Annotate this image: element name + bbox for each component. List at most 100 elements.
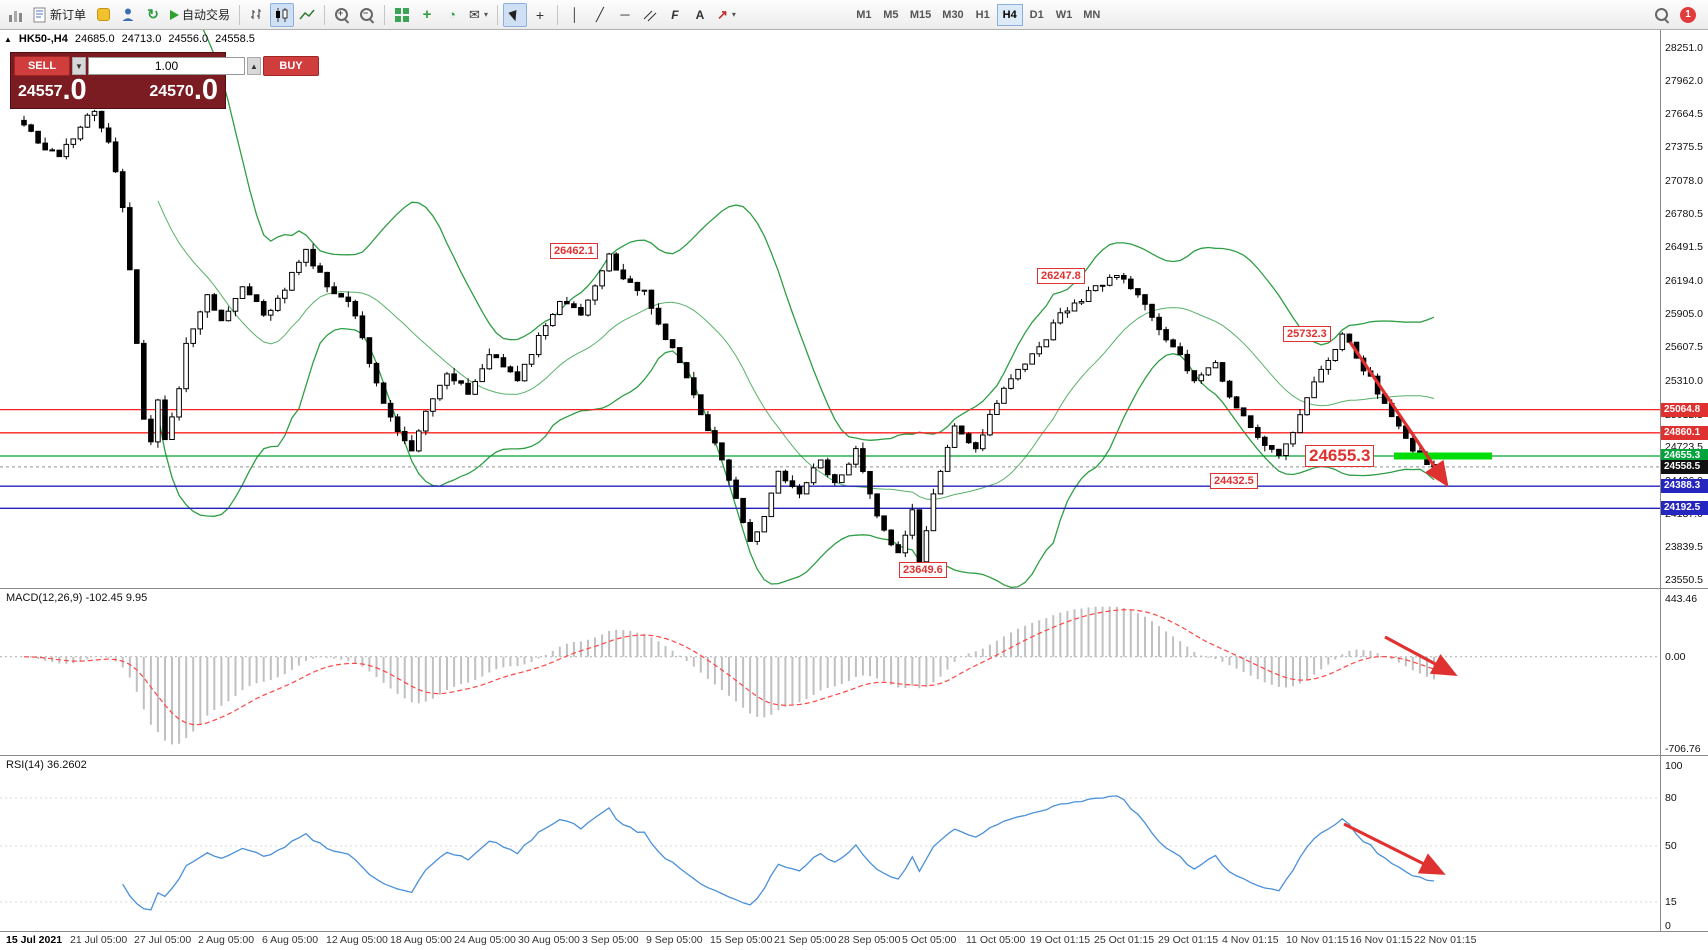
time-axis-label: 22 Nov 01:15 — [1414, 934, 1477, 946]
tf-w1[interactable]: W1 — [1055, 8, 1073, 21]
fibonacci-icon[interactable]: F — [671, 7, 679, 22]
tf-h1[interactable]: H1 — [975, 8, 990, 21]
symbol-period-label: HK50-,H4 — [18, 33, 68, 45]
macd-histogram — [30, 606, 1435, 745]
price-axis-tick: 25310.0 — [1665, 375, 1703, 387]
price-axis-tick: 26780.5 — [1665, 208, 1703, 220]
time-axis-label: 11 Oct 05:00 — [966, 934, 1026, 946]
notification-badge[interactable]: 1 — [1680, 6, 1696, 23]
horizontal-line-icon[interactable]: ─ — [620, 7, 630, 22]
time-axis[interactable]: 15 Jul 2021 21 Jul 05:00 27 Jul 05:00 2 Aug… — [0, 932, 1708, 950]
rsi-axis-tick: 0 — [1665, 920, 1671, 932]
clock-icon[interactable]: ◔ — [448, 7, 456, 22]
chevron-down-icon: ▾ — [483, 10, 488, 19]
indicators-icon[interactable]: + — [422, 6, 432, 23]
time-axis-label: 28 Sep 05:00 — [838, 934, 901, 946]
ohlc-low: 24556.0 — [168, 33, 209, 45]
tile-windows-icon[interactable] — [390, 3, 414, 27]
price-annotation-label: 26462.1 — [550, 243, 598, 259]
trendline-icon[interactable]: ╱ — [596, 6, 604, 22]
rsi-axis-tick: 15 — [1665, 896, 1677, 908]
buy-price-int: 24570 — [149, 83, 194, 100]
sell-button[interactable]: SELL — [14, 56, 70, 76]
volume-input[interactable] — [88, 57, 245, 75]
autotrade-label: 自动交易 — [182, 8, 231, 22]
macd-panel[interactable]: MACD(12,26,9) -102.45 9.95 — [0, 589, 1660, 756]
refresh-icon[interactable]: ↻ — [141, 3, 165, 27]
text-tool-icon[interactable]: A — [695, 7, 705, 22]
macd-axis: 443.46 0.00 -706.76 — [1660, 589, 1708, 756]
chevron-down-icon: ▾ — [731, 10, 736, 19]
volume-increase-button[interactable]: ▲ — [247, 57, 261, 75]
buy-button[interactable]: BUY — [263, 56, 319, 76]
time-axis-label: 24 Aug 05:00 — [454, 934, 516, 946]
time-axis-label: 9 Sep 05:00 — [646, 934, 703, 946]
tf-h4[interactable]: H4 — [996, 3, 1023, 26]
buy-price-dec: .0 — [193, 74, 218, 106]
search-icon[interactable] — [1650, 3, 1674, 27]
price-annotation-label: 26247.8 — [1037, 268, 1085, 284]
sell-price-dec: .0 — [62, 74, 87, 106]
mail-icon[interactable]: ✉ ▾ — [469, 6, 488, 22]
timeframe-group: M1 M5 M15 M30 H1 H4 D1 W1 MN — [851, 3, 1105, 26]
time-axis-label: 15 Jul 2021 — [6, 934, 63, 946]
time-axis-label: 5 Oct 05:00 — [902, 934, 957, 946]
price-axis-tick: 27962.0 — [1665, 75, 1703, 87]
collapse-triangle-icon[interactable]: ▲ — [4, 34, 12, 44]
ohlc-high: 24713.0 — [121, 33, 162, 45]
bar-chart-icon[interactable] — [245, 3, 269, 27]
vertical-line-icon[interactable]: │ — [570, 7, 580, 22]
tf-m15[interactable]: M15 — [909, 8, 932, 21]
rsi-axis: 100 80 50 15 0 — [1660, 756, 1708, 932]
toolbar-separator — [324, 4, 326, 25]
time-axis-label: 21 Jul 05:00 — [70, 934, 128, 946]
arrow-tool-icon[interactable]: ↗ ▾ — [716, 6, 736, 22]
volume-decrease-button[interactable]: ▼ — [72, 57, 86, 75]
price-axis-tick: 27375.5 — [1665, 141, 1703, 153]
tf-d1[interactable]: D1 — [1029, 8, 1044, 21]
rsi-line — [122, 795, 1435, 911]
zoom-in-icon[interactable]: + — [330, 3, 354, 27]
toolbar-separator — [384, 4, 386, 25]
price-chart-canvas — [0, 30, 1660, 588]
time-axis-label: 25 Oct 01:15 — [1094, 934, 1155, 946]
new-order-button[interactable]: 新订单 — [29, 3, 90, 27]
time-axis-label: 29 Oct 01:15 — [1158, 934, 1219, 946]
deposit-icon[interactable] — [91, 3, 115, 27]
tf-mn[interactable]: MN — [1083, 8, 1101, 21]
refresh-glyph: ↻ — [147, 6, 159, 22]
sell-price: 24557.0 — [18, 74, 87, 106]
new-order-label: 新订单 — [50, 8, 87, 22]
zoom-out-icon[interactable]: − — [355, 3, 379, 27]
price-axis-tick: 26194.0 — [1665, 275, 1703, 287]
rsi-panel[interactable]: RSI(14) 36.2602 — [0, 756, 1660, 932]
channel-icon[interactable] — [638, 3, 662, 27]
tf-m5[interactable]: M5 — [883, 8, 899, 21]
time-axis-label: 6 Aug 05:00 — [262, 934, 319, 946]
chart-shortcut-icon[interactable] — [4, 3, 28, 27]
ohlc-close: 24558.5 — [215, 33, 255, 45]
candlestick-chart-icon[interactable] — [270, 2, 295, 27]
line-chart-icon[interactable] — [295, 3, 319, 27]
autotrade-button[interactable]: 自动交易 — [166, 3, 234, 27]
macd-canvas — [0, 606, 1660, 745]
time-axis-label: 16 Nov 01:15 — [1350, 934, 1413, 946]
tf-m1[interactable]: M1 — [856, 8, 872, 21]
support-zone-highlight — [1394, 452, 1492, 460]
trend-arrow — [1348, 341, 1449, 488]
sell-price-int: 24557 — [18, 83, 63, 100]
account-icon[interactable] — [116, 3, 140, 27]
candles — [21, 109, 1437, 566]
one-click-trade-panel: SELL ▼ ▲ BUY 24557.0 24570.0 — [10, 52, 319, 109]
toolbar-separator — [239, 4, 241, 25]
rsi-axis-tick: 100 — [1665, 760, 1683, 772]
user-icon — [122, 8, 134, 21]
crosshair-icon[interactable]: + — [535, 6, 545, 23]
price-axis-marker: 24655.3 — [1661, 449, 1708, 463]
trend-arrow — [1384, 635, 1458, 677]
tf-m30[interactable]: M30 — [942, 8, 964, 21]
cursor-icon[interactable] — [502, 2, 527, 27]
ohlc-open: 24685.0 — [74, 33, 115, 45]
price-chart-panel[interactable]: ▲ HK50-,H4 24685.0 24713.0 24556.0 24558… — [0, 30, 1660, 589]
